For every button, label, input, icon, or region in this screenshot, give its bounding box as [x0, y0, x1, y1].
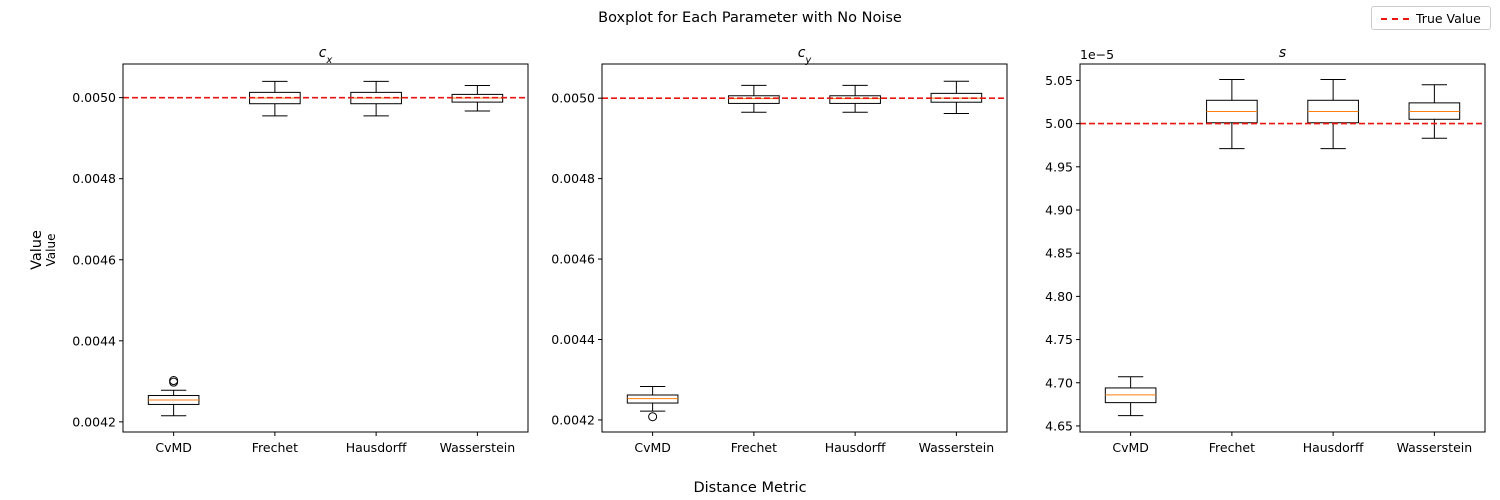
box-iqr	[829, 95, 881, 104]
subplot-0: cx 0.0042 0.0044 0.0046 0.0048 0.0050 CvMD Frec…	[72, 45, 529, 455]
x-tick-label: Frechet	[1209, 440, 1255, 455]
subplots-group: cx 0.0042 0.0044 0.0046 0.0048 0.0050 CvMD Frec…	[72, 45, 1486, 455]
box-frechet	[249, 80, 301, 117]
box-wasserstein	[930, 80, 983, 114]
y-tick-label: 0.0046	[551, 252, 595, 267]
y-tick-label: 0.0050	[551, 91, 595, 106]
y-tick-label: 0.0048	[551, 171, 595, 186]
subplot-title: cx	[319, 45, 333, 66]
x-tick-label: Hausdorff	[346, 440, 407, 455]
y-tick-label: 5.05	[1045, 73, 1073, 88]
box-iqr	[728, 95, 780, 104]
y-tick-label: 0.0042	[551, 412, 595, 427]
axis-offset-label: 1e−5	[1080, 47, 1114, 62]
legend-true-value-line	[1381, 18, 1409, 20]
box-hausdorff	[1307, 79, 1359, 150]
y-tick-label: 0.0046	[72, 252, 116, 267]
y-tick-label: 4.85	[1045, 246, 1073, 261]
outlier-point	[648, 412, 658, 422]
box-cvmd	[147, 376, 200, 417]
y-tick-label: 4.70	[1045, 375, 1073, 390]
subplot-title: s	[1279, 45, 1286, 61]
y-tick-label: 0.0044	[72, 333, 116, 348]
legend-true-value-label: True Value	[1416, 11, 1481, 26]
x-tick-label: CvMD	[155, 440, 192, 455]
y-tick-label: 0.0042	[72, 414, 116, 429]
legend: True Value	[1371, 6, 1491, 30]
box-hausdorff	[350, 80, 402, 117]
x-tick-label: CvMD	[634, 440, 671, 455]
x-tick-label: Frechet	[252, 440, 298, 455]
x-tick-label: Wasserstein	[1397, 440, 1473, 455]
y-tick-label: 4.80	[1045, 289, 1073, 304]
outlier-point	[169, 376, 179, 386]
y-tick-label: 4.75	[1045, 332, 1073, 347]
box-cvmd	[1104, 376, 1157, 417]
x-tick-label: Hausdorff	[1303, 440, 1364, 455]
figure-ylabel-inner: Value	[44, 234, 58, 267]
box-cvmd	[626, 386, 679, 422]
y-tick-label: 4.90	[1045, 202, 1073, 217]
y-tick-label: 5.00	[1045, 116, 1073, 131]
box-wasserstein	[1408, 84, 1461, 139]
x-tick-label: Wasserstein	[440, 440, 516, 455]
x-tick-label: Wasserstein	[919, 440, 995, 455]
box-frechet	[1206, 79, 1258, 150]
x-tick-label: CvMD	[1112, 440, 1149, 455]
y-tick-label: 4.95	[1045, 159, 1073, 174]
subplot-1: cy 0.0042 0.0044 0.0046 0.0048 0.0050 CvMD Frec…	[551, 45, 1008, 455]
subplot-2: s 1e−5 4.65 4.70 4.75 4.80 4.85 4.90 4.95 5.00 5.0…	[1045, 45, 1486, 455]
axes-frame	[122, 63, 529, 433]
x-tick-label: Frechet	[731, 440, 777, 455]
y-tick-label: 0.0044	[551, 332, 595, 347]
axes-frame	[1079, 63, 1486, 433]
axes-frame	[601, 63, 1008, 433]
box-frechet	[728, 84, 780, 113]
figure-xlabel: Distance Metric	[693, 480, 806, 496]
y-tick-label: 0.0048	[72, 171, 116, 186]
x-tick-label: Hausdorff	[825, 440, 886, 455]
subplot-title: cy	[798, 45, 813, 66]
figure-ylabel-outer: Value	[29, 230, 45, 270]
figure-title: Boxplot for Each Parameter with No Noise	[598, 10, 902, 26]
y-tick-label: 4.65	[1045, 418, 1073, 433]
y-tick-label: 0.0050	[72, 90, 116, 105]
